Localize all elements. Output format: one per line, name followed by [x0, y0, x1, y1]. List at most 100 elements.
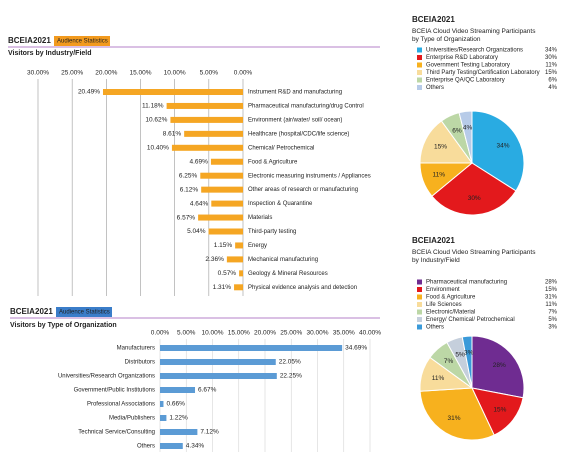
brand-year: 2021	[33, 36, 51, 45]
legend-label: Electronic/Material	[426, 310, 475, 316]
category-label: Materials	[248, 215, 272, 221]
value-label: 0.57%	[218, 270, 237, 277]
pie-slice	[431, 162, 517, 216]
chart-title: Visitors by Type of Organization	[10, 322, 117, 329]
legend-value: 7%	[548, 310, 557, 316]
category-label: Pharmaceutical manufacturing/drug Contro…	[248, 104, 364, 110]
legend-label: Energy/ Chemical/ Petrochemical	[426, 317, 515, 323]
category-label: Others	[137, 444, 155, 450]
bar	[211, 200, 243, 207]
badge-label: Audience Statistics	[59, 310, 110, 316]
category-label: Media/Publishers	[109, 416, 155, 422]
legend-swatch	[417, 55, 422, 60]
value-label: 6.25%	[179, 172, 198, 179]
legend-swatch	[417, 77, 422, 83]
slice-label: 15%	[493, 406, 506, 413]
bar	[200, 172, 243, 179]
legend-value: 3%	[548, 325, 557, 331]
brand-year: 2021	[437, 15, 455, 24]
legend-label: Food & Agriculture	[426, 295, 476, 301]
value-label: 5.04%	[187, 228, 206, 235]
slice-label: 30%	[468, 195, 481, 202]
x-tick-label: 5.00%	[177, 330, 196, 337]
category-label: Geology & Mineral Resources	[248, 271, 328, 277]
slice-label: 34%	[496, 143, 509, 150]
x-tick-label: 25.00%	[61, 70, 83, 77]
brand-year: 2021	[35, 307, 53, 316]
x-tick-label: 25.00%	[280, 330, 302, 337]
bar	[160, 359, 276, 365]
pie-title: BCEIA Cloud Video Streaming Participants…	[412, 28, 536, 43]
slice-label: 3%	[464, 350, 474, 357]
legend-value: 11%	[545, 63, 557, 69]
bar	[102, 89, 243, 95]
x-tick-label: 30.00%	[306, 330, 328, 337]
bar	[208, 228, 243, 235]
value-label: 1.31%	[213, 284, 232, 291]
value-label: 8.61%	[163, 131, 182, 138]
x-tick-label: 40.00%	[359, 330, 381, 337]
legend-value: 4%	[548, 85, 557, 91]
x-tick-label: 20.00%	[95, 70, 117, 77]
value-label: 1.15%	[214, 242, 233, 249]
badge	[54, 36, 110, 46]
slice-label: 4%	[463, 125, 473, 132]
legend-label: Life Sciences	[426, 302, 462, 308]
pie-slice	[458, 110, 473, 164]
legend-value: 15%	[545, 287, 558, 293]
category-label: Physical evidence analysis and detection	[248, 285, 357, 291]
category-label: Electronic measuring instruments / Appli…	[248, 173, 371, 179]
legend-swatch	[417, 85, 422, 90]
legend-value: 31%	[545, 295, 558, 301]
legend-label: Others	[426, 325, 444, 331]
bar	[235, 242, 243, 249]
legend-value: 28%	[545, 280, 558, 286]
category-label: Mechanical manufacturing	[248, 257, 318, 263]
value-label: 6.67%	[198, 387, 217, 394]
x-tick-label: 30.00%	[27, 70, 49, 77]
slice-label: 5%	[455, 351, 465, 358]
slice-label: 11%	[432, 172, 445, 179]
bar	[210, 158, 243, 165]
bar	[198, 214, 243, 221]
x-tick-label: 20.00%	[254, 330, 276, 337]
legend-swatch	[417, 294, 422, 300]
category-label: Inspection & Quarantine	[248, 201, 313, 207]
category-label: Distributors	[125, 360, 155, 366]
pie-slice	[471, 387, 524, 436]
legend-label: Government Testing Laboratory	[426, 63, 510, 69]
bar	[160, 429, 198, 435]
legend-value: 5%	[548, 317, 557, 323]
x-tick-label: 0.00%	[151, 330, 170, 337]
value-label: 4.64%	[190, 200, 209, 207]
slice-label: 28%	[493, 362, 506, 369]
legend-swatch	[417, 47, 422, 53]
legend-label: Environment	[426, 287, 460, 293]
pie-slice	[471, 335, 525, 399]
legend-label: Third Party Testing/Certification Labora…	[426, 70, 540, 76]
value-label: 22.05%	[279, 359, 301, 366]
legend-swatch	[417, 302, 422, 307]
value-label: 10.62%	[145, 117, 167, 124]
category-label: Universities/Research Organizations	[58, 374, 155, 380]
x-tick-label: 10.00%	[164, 70, 186, 77]
brand-year: 2021	[437, 236, 455, 245]
bar	[160, 401, 164, 407]
legend-label: Others	[426, 85, 444, 91]
bar	[160, 345, 343, 351]
legend-value: 6%	[548, 78, 557, 84]
legend-swatch	[417, 287, 422, 292]
legend-label: Pharmaceutical manufacturing	[426, 280, 507, 286]
legend-value: 11%	[545, 302, 557, 308]
category-label: Other areas of research or manufacturing	[248, 187, 358, 193]
value-label: 2.36%	[205, 256, 224, 263]
legend-swatch	[417, 62, 422, 68]
brand: BCEIA	[8, 36, 33, 45]
bar	[201, 186, 243, 193]
legend-swatch	[417, 70, 422, 75]
value-label: 6.57%	[177, 214, 196, 221]
slice-label: 15%	[434, 144, 447, 151]
value-label: 0.66%	[166, 401, 185, 408]
value-label: 7.12%	[200, 429, 219, 436]
